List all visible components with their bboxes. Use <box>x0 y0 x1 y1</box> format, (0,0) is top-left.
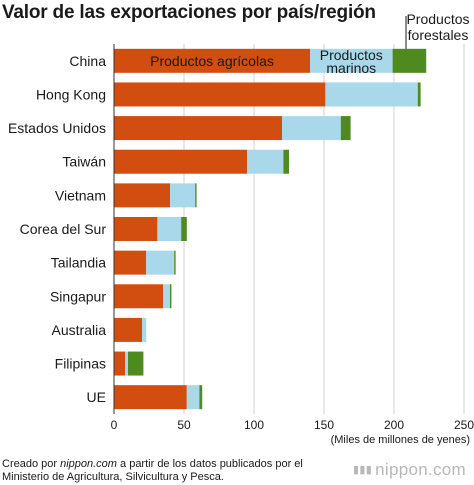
bar-marinos-3 <box>247 149 284 174</box>
series-label-forestales-line2: forestales <box>408 27 469 43</box>
category-label-0: China <box>69 53 106 69</box>
bar-marinos-7 <box>163 284 170 309</box>
bar-agricola-3 <box>114 149 247 174</box>
category-label-7: Singapur <box>50 288 106 304</box>
x-tick-150: 150 <box>314 418 334 432</box>
source-note: Creado por nippon.com a partir de los da… <box>2 458 303 484</box>
category-label-3: Taiwán <box>62 154 106 170</box>
bar-forestales-5 <box>181 217 187 241</box>
category-label-6: Tailandia <box>51 255 106 271</box>
source-site: nippon.com <box>60 458 117 470</box>
chart-title: Valor de las exportaciones por país/regi… <box>2 2 376 23</box>
bar-agricola-6 <box>114 250 147 275</box>
bar-forestales-6 <box>174 250 176 275</box>
brand-name: nippon.com <box>375 460 466 479</box>
category-labels: China Hong Kong Estados Unidos Taiwán Vietna… <box>8 53 106 405</box>
source-line-1: Creado por nippon.com a partir de los da… <box>2 458 303 471</box>
source-suffix: a partir de los datos publicados por el <box>116 458 303 470</box>
bar-marinos-5 <box>157 217 182 241</box>
bar-agricola-5 <box>114 217 158 241</box>
bar-marinos-0 <box>310 48 393 73</box>
bar-forestales-2 <box>340 116 351 141</box>
bar-forestales-7 <box>170 284 172 309</box>
brand-logo: ▮▮▮ nippon.com <box>353 460 466 480</box>
source-line-2: Ministerio de Agricultura, Silvicultura … <box>2 471 224 483</box>
bar-marinos-8 <box>142 317 147 342</box>
bar-agricola-0 <box>114 48 310 73</box>
category-label-8: Australia <box>52 322 107 338</box>
bar-agricola-10 <box>114 385 187 410</box>
series-label-marinos-line2: marinos <box>326 60 376 76</box>
bar-agricola-7 <box>114 284 163 309</box>
x-tick-0: 0 <box>111 418 118 432</box>
x-tick-100: 100 <box>244 418 264 432</box>
bar-forestales-3 <box>283 149 289 174</box>
series-label-agricola: Productos agrícolas <box>150 53 274 69</box>
series-labels: Productos agrícolas Productos marinos Pr… <box>150 11 469 76</box>
series-label-forestales-line1: Productos <box>406 11 469 27</box>
x-axis-unit-label: (Miles de millones de yenes) <box>331 434 470 446</box>
bar-forestales-4 <box>195 183 197 208</box>
category-label-9: Filipinas <box>55 356 106 372</box>
bar-agricola-2 <box>114 116 282 141</box>
source-prefix: Creado por <box>2 458 61 470</box>
bar-forestales-10 <box>199 385 203 410</box>
bar-marinos-1 <box>325 82 418 107</box>
x-tick-labels: 0 50 100 150 200 250 <box>111 418 474 432</box>
category-label-4: Vietnam <box>55 187 106 203</box>
bar-agricola-4 <box>114 183 170 208</box>
bar-marinos-9 <box>125 351 128 376</box>
bar-agricola-1 <box>114 82 326 107</box>
category-label-1: Hong Kong <box>36 86 106 102</box>
x-tick-200: 200 <box>384 418 404 432</box>
bar-agricola-9 <box>114 351 126 376</box>
x-tick-250: 250 <box>454 418 474 432</box>
category-label-10: UE <box>87 389 106 405</box>
bar-forestales-9 <box>128 351 144 376</box>
x-tick-50: 50 <box>177 418 191 432</box>
bar-marinos-4 <box>170 183 196 208</box>
bar-agricola-8 <box>114 317 142 342</box>
bar-marinos-10 <box>186 385 200 410</box>
bar-marinos-6 <box>146 250 175 275</box>
bar-forestales-1 <box>417 82 421 107</box>
bar-marinos-2 <box>282 116 341 141</box>
brand-mark-icon: ▮▮▮ <box>353 464 373 476</box>
series-label-marinos-line1: Productos <box>320 47 383 63</box>
bars-group <box>114 48 427 410</box>
category-label-2: Estados Unidos <box>8 120 106 136</box>
bar-forestales-0 <box>392 48 427 73</box>
category-label-5: Corea del Sur <box>20 221 107 237</box>
